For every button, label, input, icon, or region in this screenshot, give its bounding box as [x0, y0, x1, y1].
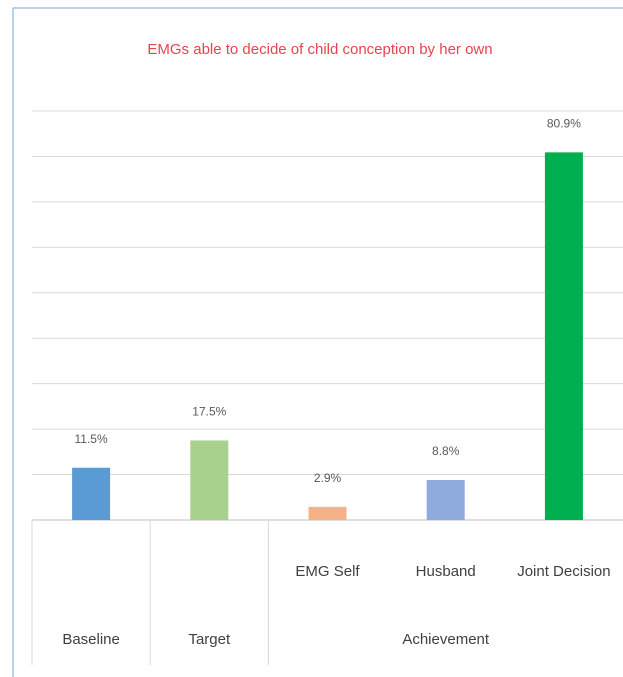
value-label: 11.5%: [75, 432, 108, 446]
chart-title: EMGs able to decide of child conception …: [147, 41, 492, 58]
group-label: Baseline: [62, 631, 120, 648]
bar: [544, 152, 583, 521]
value-label: 8.8%: [432, 444, 460, 458]
x-tick-label: Joint Decision: [517, 563, 610, 580]
x-tick-label: EMG Self: [295, 563, 360, 580]
value-label: 2.9%: [314, 471, 342, 485]
bar: [426, 480, 465, 520]
group-label: Achievement: [402, 631, 490, 648]
group-label: Target: [188, 631, 231, 648]
bar: [72, 467, 111, 520]
x-tick-label: Husband: [416, 563, 476, 580]
value-label: 80.9%: [547, 117, 581, 131]
bar: [308, 506, 347, 520]
value-label: 17.5%: [192, 405, 226, 419]
bar: [190, 440, 229, 520]
